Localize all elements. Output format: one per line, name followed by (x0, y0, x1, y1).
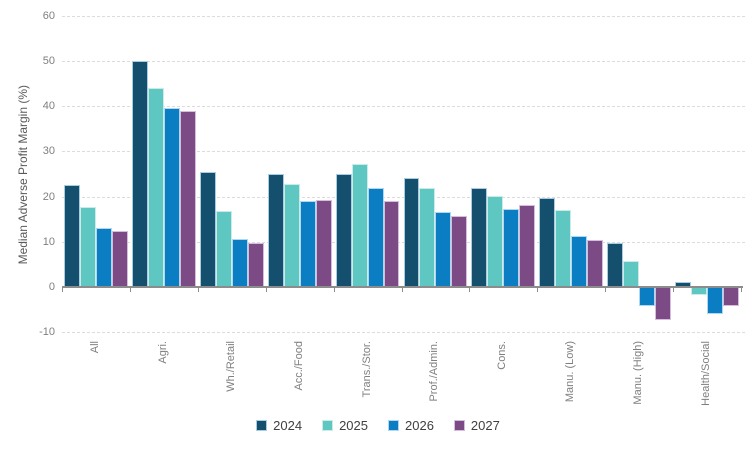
legend: 2024 2025 2026 2027 (0, 418, 756, 433)
bar-2024-Cons. (471, 187, 488, 287)
y-tick-label: 30 (42, 145, 55, 158)
bar-2027-All (111, 230, 128, 287)
x-category-label: All (88, 341, 101, 354)
x-axis-tick (401, 288, 403, 292)
bar-2027-Trans./Stor. (383, 201, 400, 287)
bar-2025-Manu. (High) (623, 261, 640, 287)
legend-label-2025: 2025 (339, 418, 368, 433)
bar-2025-All (79, 206, 96, 287)
legend-item-2026: 2026 (388, 418, 434, 433)
x-axis-tick (129, 288, 131, 292)
bar-2026-Health/Social (707, 287, 724, 314)
bar-2026-Cons. (503, 208, 520, 287)
x-category-label: Manu. (Low) (564, 341, 577, 403)
gridline-30 (62, 151, 745, 153)
legend-label-2024: 2024 (273, 418, 303, 433)
bar-2024-Trans./Stor. (335, 174, 352, 287)
bar-2027-Cons. (519, 204, 536, 287)
bar-2026-All (95, 228, 112, 287)
bar-2026-Manu. (High) (639, 287, 656, 306)
bar-2026-Trans./Stor. (367, 187, 384, 287)
bar-2025-Prof./Admin. (419, 188, 436, 287)
y-tick-label: 60 (42, 9, 55, 22)
x-axis-tick (673, 288, 675, 292)
legend-label-2027: 2027 (470, 418, 500, 433)
bar-2027-Manu. (High) (655, 287, 672, 320)
bar-2027-Agri. (179, 110, 196, 287)
bar-2025-Agri. (147, 88, 164, 287)
bar-2024-Manu. (Low) (539, 197, 556, 287)
gridline-50 (62, 61, 745, 62)
x-axis-tick (197, 288, 199, 292)
y-tick-label: 50 (42, 55, 55, 67)
bar-2025-Cons. (487, 195, 504, 287)
gridline-40 (62, 106, 745, 108)
bar-2024-Prof./Admin. (403, 177, 420, 287)
x-axis-tick (741, 288, 742, 292)
bar-2026-Prof./Admin. (435, 211, 452, 287)
x-axis-tick (605, 288, 607, 292)
x-category-label: Cons. (496, 341, 509, 370)
bar-2024-Agri. (131, 61, 148, 287)
y-tick-label: 0 (48, 281, 55, 293)
bar-2027-Manu. (Low) (587, 239, 604, 287)
x-category-label: Prof./Admin. (428, 341, 441, 402)
x-category-label: Manu. (High) (632, 341, 645, 405)
x-axis-tick (265, 288, 267, 292)
bar-2024-All (64, 185, 80, 287)
bar-2026-Acc./Food (299, 201, 316, 287)
bar-2024-Manu. (High) (607, 242, 624, 287)
x-axis-tick (537, 288, 539, 292)
bar-2025-Health/Social (691, 287, 708, 296)
legend-item-2027: 2027 (453, 418, 500, 433)
bar-2024-Acc./Food (267, 173, 284, 287)
gridline--10 (62, 332, 745, 334)
x-category-label: Trans./Stor. (360, 341, 373, 398)
bar-2026-Agri. (163, 108, 180, 287)
bar-2024-Wh./Retail (199, 171, 216, 287)
bar-2025-Manu. (Low) (555, 210, 572, 287)
legend-item-2024: 2024 (256, 418, 302, 433)
x-category-label: Wh./Retail (224, 341, 237, 392)
bar-2025-Trans./Stor. (351, 163, 368, 287)
bar-2027-Prof./Admin. (451, 216, 468, 287)
legend-swatch-2025 (322, 420, 334, 431)
x-axis-tick (333, 288, 335, 292)
bar-2025-Acc./Food (283, 183, 300, 287)
y-tick-label: -10 (39, 326, 55, 339)
x-category-label: Acc./Food (292, 341, 305, 391)
x-axis-line (62, 286, 743, 288)
y-tick-label: 20 (42, 190, 55, 203)
bar-2027-Acc./Food (315, 200, 332, 287)
bar-2027-Wh./Retail (247, 242, 264, 287)
legend-swatch-2026 (388, 420, 399, 431)
bar-2026-Manu. (Low) (571, 236, 588, 287)
gridline-60 (62, 15, 745, 17)
x-category-label: Health/Social (700, 341, 713, 406)
bar-2027-Health/Social (723, 287, 739, 306)
x-axis-tick (469, 288, 471, 292)
legend-swatch-2027 (453, 420, 465, 431)
legend-label-2026: 2026 (405, 418, 434, 433)
bar-2026-Wh./Retail (231, 238, 248, 287)
bar-2025-Wh./Retail (215, 211, 232, 287)
legend-item-2025: 2025 (322, 418, 368, 433)
x-axis-tick (62, 288, 63, 292)
x-category-label: Agri. (156, 341, 169, 364)
y-tick-label: 40 (42, 100, 55, 113)
y-tick-label: 10 (42, 235, 55, 248)
legend-swatch-2024 (256, 420, 268, 431)
